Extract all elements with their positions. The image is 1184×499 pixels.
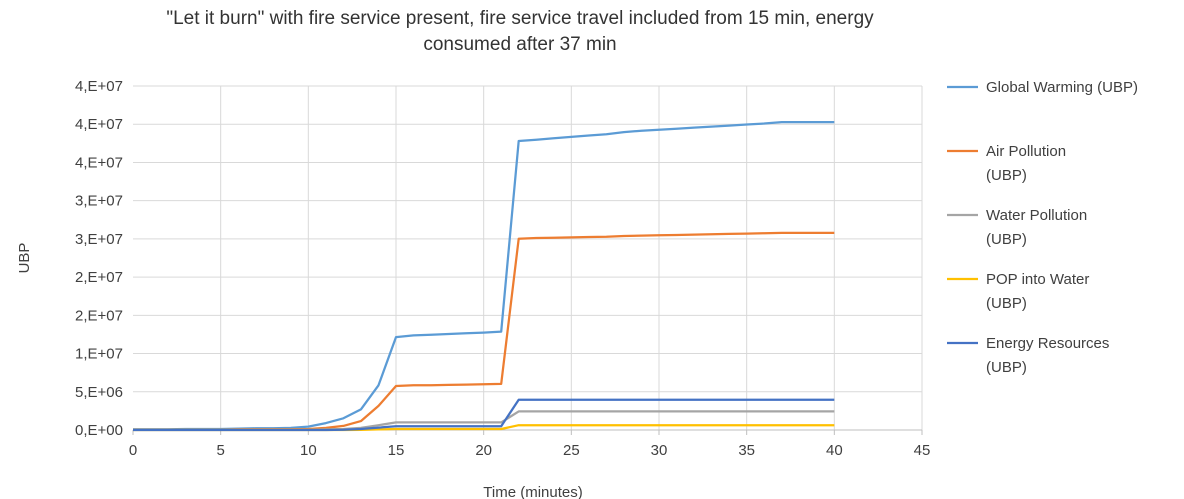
- x-tick-label: 30: [651, 442, 668, 459]
- legend-label: (UBP): [986, 167, 1027, 184]
- legend-item: Water Pollution (UBP): [947, 207, 1087, 248]
- y-tick-label: 2,E+07: [75, 307, 123, 324]
- y-tick-label: 2,E+07: [75, 269, 123, 286]
- x-tick-label: 15: [388, 442, 405, 459]
- x-tick-label: 10: [300, 442, 317, 459]
- legend-item: Global Warming (UBP): [947, 79, 1138, 96]
- x-tick-label: 0: [129, 442, 137, 459]
- y-tick-label: 4,E+07: [75, 116, 123, 133]
- legend-item: Air Pollution (UBP): [947, 143, 1066, 184]
- y-tick-label: 0,E+00: [75, 422, 123, 439]
- axes: 0,E+00 5,E+06 1,E+07 2,E+07 2,E+07 3,E+07 3,E+…: [75, 78, 930, 459]
- x-tick-label: 45: [914, 442, 931, 459]
- x-tick-label: 5: [216, 442, 224, 459]
- series-line-5: [133, 398, 835, 432]
- legend-label: POP into Water: [986, 271, 1089, 288]
- y-axis-title: UBP: [16, 243, 33, 274]
- legend-label: Water Pollution: [986, 207, 1087, 224]
- x-tick-label: 35: [738, 442, 755, 459]
- x-tick-label: 20: [475, 442, 492, 459]
- y-tick-label: 4,E+07: [75, 154, 123, 171]
- y-tick-label: 1,E+07: [75, 346, 123, 363]
- legend-label: Global Warming (UBP): [986, 79, 1138, 96]
- legend: Global Warming (UBP)Air Pollution(UBP)Wa…: [947, 79, 1138, 376]
- chart-title: "Let it burn" with fire service present,…: [166, 8, 874, 55]
- y-tick-label: 3,E+07: [75, 231, 123, 248]
- series-lines: [133, 120, 835, 432]
- x-axis-title: Time (minutes): [483, 484, 582, 499]
- legend-label: (UBP): [986, 359, 1027, 376]
- legend-label: Air Pollution: [986, 143, 1066, 160]
- x-tick-label: 25: [563, 442, 580, 459]
- x-tick-label: 40: [826, 442, 843, 459]
- legend-label: Energy Resources: [986, 335, 1109, 352]
- legend-label: (UBP): [986, 295, 1027, 312]
- gridlines: [133, 85, 923, 430]
- legend-label: (UBP): [986, 231, 1027, 248]
- legend-item: Energy Resources (UBP): [947, 335, 1109, 376]
- y-tick-label: 4,E+07: [75, 78, 123, 95]
- y-tick-label: 5,E+06: [75, 384, 123, 401]
- y-tick-label: 3,E+07: [75, 193, 123, 210]
- legend-item: POP into Water (UBP): [947, 271, 1089, 312]
